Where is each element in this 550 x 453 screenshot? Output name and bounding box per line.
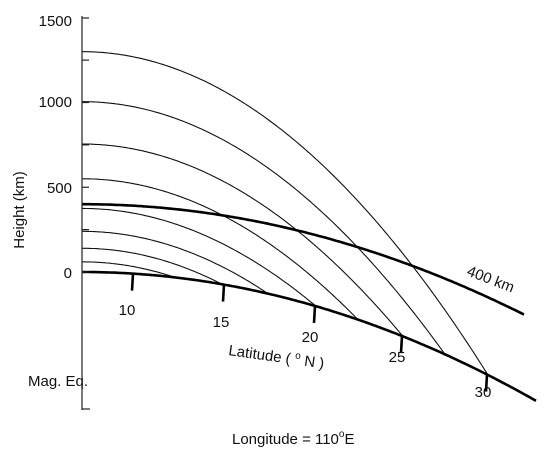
field-line [82,143,403,336]
y-tick-label-500: 500 [47,180,72,197]
field-line [82,230,269,295]
field-line [82,207,317,307]
latitude-tick-25 [399,335,404,354]
latitude-tick-label-10: 10 [119,302,136,319]
field-lines-group [81,51,537,402]
latitude-tick-30 [484,374,489,392]
y-tick-label-1000: 1000 [39,94,72,111]
latitude-tick-20 [312,305,317,324]
latitude-tick-10 [130,273,135,291]
longitude-caption: Longitude = 110oE [232,429,354,448]
y-axis-title: Height (km) [11,171,28,249]
y-tick-label-0: 0 [64,265,72,282]
ground-curve [82,270,537,402]
latitude-tick-label-30: 30 [475,384,492,401]
y-tick-label-1500: 1500 [39,13,72,30]
latitude-tick-label-25: 25 [389,349,406,366]
latitude-tick-15 [221,284,226,302]
y-tick-marks [82,17,89,273]
field-line [82,261,175,278]
field-line [82,101,445,354]
field-line [82,178,359,320]
latitude-tick-label-20: 20 [302,329,319,346]
latitude-tick-label-15: 15 [213,314,230,331]
field-line [82,247,223,285]
magnetic-equator-label: Mag. Eq. [28,373,88,390]
altitude-400km-line [82,202,525,316]
field-line [81,51,489,376]
